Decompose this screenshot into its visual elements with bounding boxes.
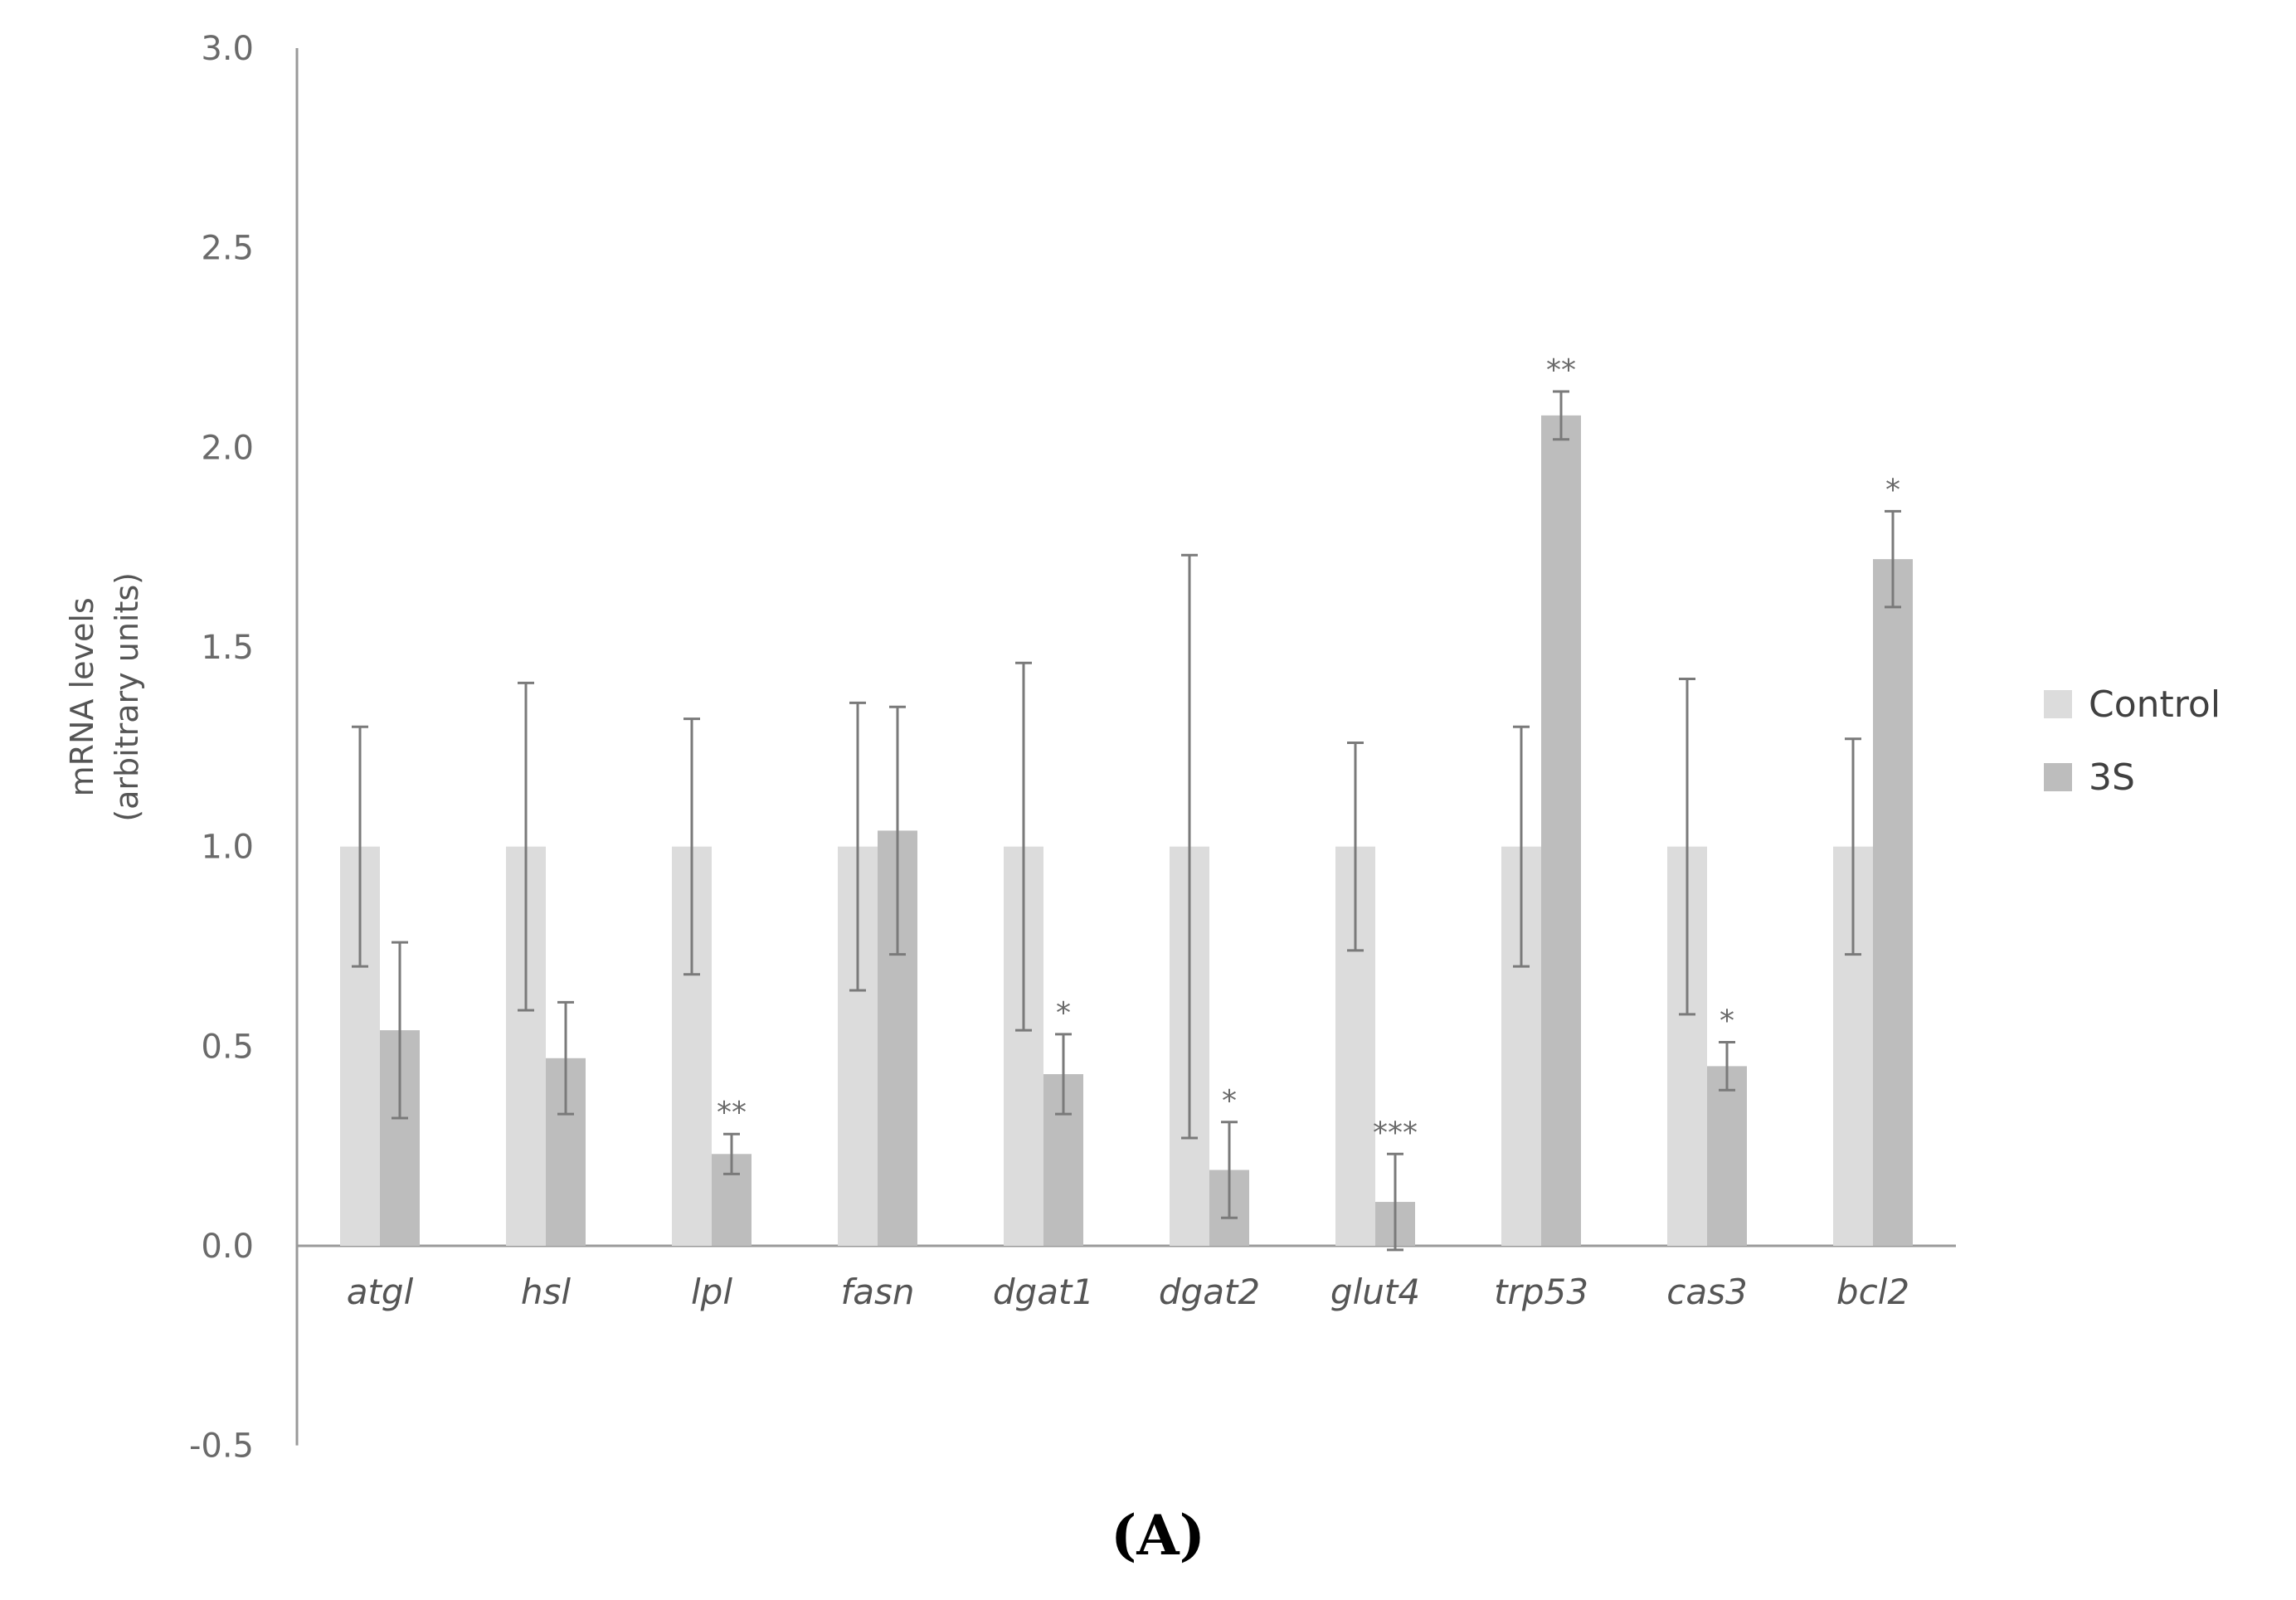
y-tick-label: -0.5 <box>189 1427 254 1466</box>
significance-marker-glut4: *** <box>1373 1116 1418 1150</box>
y-tick-label: 2.0 <box>201 429 254 467</box>
x-tick-label-dgat1: dgat1 <box>993 1272 1094 1312</box>
x-tick-label-cas3: cas3 <box>1666 1272 1747 1312</box>
y-tick-label: 1.0 <box>201 829 254 867</box>
y-tick-label: 2.5 <box>201 230 254 268</box>
y-tick-label: 1.5 <box>201 629 254 667</box>
x-tick-label-glut4: glut4 <box>1330 1272 1420 1312</box>
x-tick-label-atgl: atgl <box>347 1272 414 1312</box>
legend-label-3s: 3S <box>2089 756 2135 799</box>
legend: Control 3S <box>2044 683 2221 799</box>
bar-3s-bcl2 <box>1873 559 1913 1246</box>
significance-markers: *********** <box>717 353 1900 1150</box>
y-axis-label-line-1: mRNA levels <box>64 597 100 796</box>
significance-marker-dgat1: * <box>1056 996 1071 1030</box>
bar-3s-cas3 <box>1707 1066 1747 1246</box>
legend-swatch-control <box>2044 690 2072 718</box>
legend-swatch-3s <box>2044 763 2072 791</box>
x-tick-label-trp53: trp53 <box>1494 1272 1588 1312</box>
bar-3s-trp53 <box>1541 415 1581 1246</box>
y-tick-label: 0.5 <box>201 1028 254 1066</box>
error-bars-group <box>352 390 1901 1252</box>
legend-label-control: Control <box>2089 683 2221 726</box>
y-axis-label-line-2: (arbitrary units) <box>109 572 145 822</box>
bars-group <box>340 415 1913 1246</box>
x-tick-label-hsl: hsl <box>521 1272 572 1312</box>
significance-marker-dgat2: * <box>1222 1084 1237 1118</box>
y-axis-tick-labels: -0.5 0.0 0.5 1.0 1.5 2.0 2.5 3.0 <box>189 30 254 1466</box>
x-tick-label-bcl2: bcl2 <box>1836 1272 1909 1312</box>
significance-marker-trp53: ** <box>1546 353 1576 387</box>
panel-label: (A) <box>1111 1503 1205 1568</box>
significance-marker-lpl: ** <box>717 1096 747 1130</box>
x-tick-label-fasn: fasn <box>840 1272 914 1312</box>
y-tick-label: 0.0 <box>201 1228 254 1266</box>
x-tick-label-lpl: lpl <box>691 1272 732 1312</box>
x-tick-label-dgat2: dgat2 <box>1159 1272 1260 1312</box>
significance-marker-cas3: * <box>1720 1004 1734 1038</box>
y-tick-label: 3.0 <box>201 30 254 68</box>
significance-marker-bcl2: * <box>1885 473 1900 507</box>
x-axis-category-labels: atgl hsl lpl fasn dgat1 dgat2 glut4 trp53 cas3 bc… <box>347 1272 1909 1312</box>
